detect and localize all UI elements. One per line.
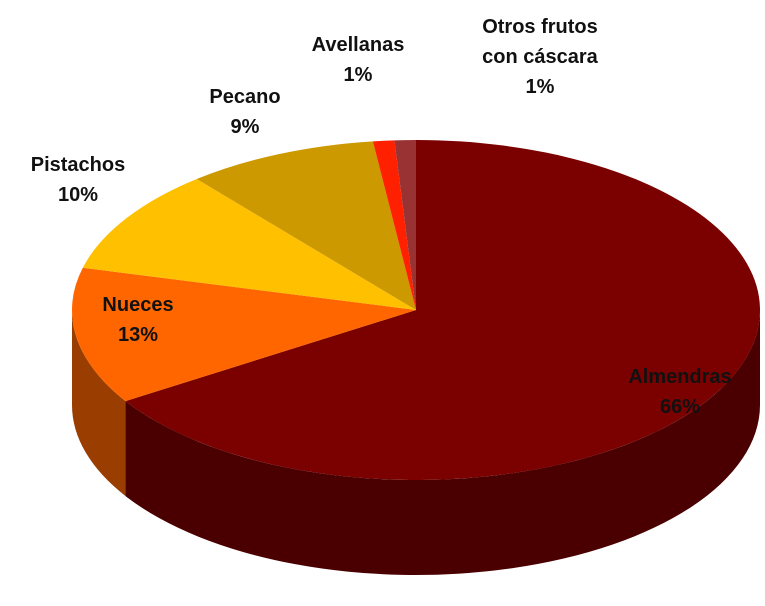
category-label: Nueces — [102, 294, 174, 316]
slice-label: Nueces 13% — [63, 290, 213, 350]
slice-side — [125, 310, 760, 576]
slice-side — [72, 310, 126, 497]
value-label: 1% — [525, 76, 555, 98]
slice — [372, 140, 416, 310]
slice — [196, 141, 416, 310]
value-label: 1% — [343, 64, 373, 86]
category-label: Pistachos — [30, 154, 126, 176]
value-label: 13% — [117, 324, 159, 346]
category-label: Avellanas — [311, 34, 405, 56]
value-label: 9% — [230, 116, 260, 138]
value-label: 10% — [57, 184, 99, 206]
category-label: Pecano — [209, 86, 281, 108]
category-label: Otros frutos con cáscara — [482, 16, 598, 68]
value-label: 66% — [659, 396, 701, 418]
slice-label: Avellanas 1% — [283, 30, 433, 90]
slice — [125, 140, 760, 481]
slice — [394, 140, 416, 310]
slice-label: Almendras 66% — [605, 362, 755, 422]
category-label: Almendras — [628, 366, 732, 388]
slice — [82, 179, 416, 310]
slice-label: Pecano 9% — [170, 82, 320, 142]
slice-label: Otros frutos con cáscara 1% — [465, 12, 615, 102]
slice-label: Pistachos 10% — [3, 150, 153, 210]
slice — [72, 267, 417, 402]
